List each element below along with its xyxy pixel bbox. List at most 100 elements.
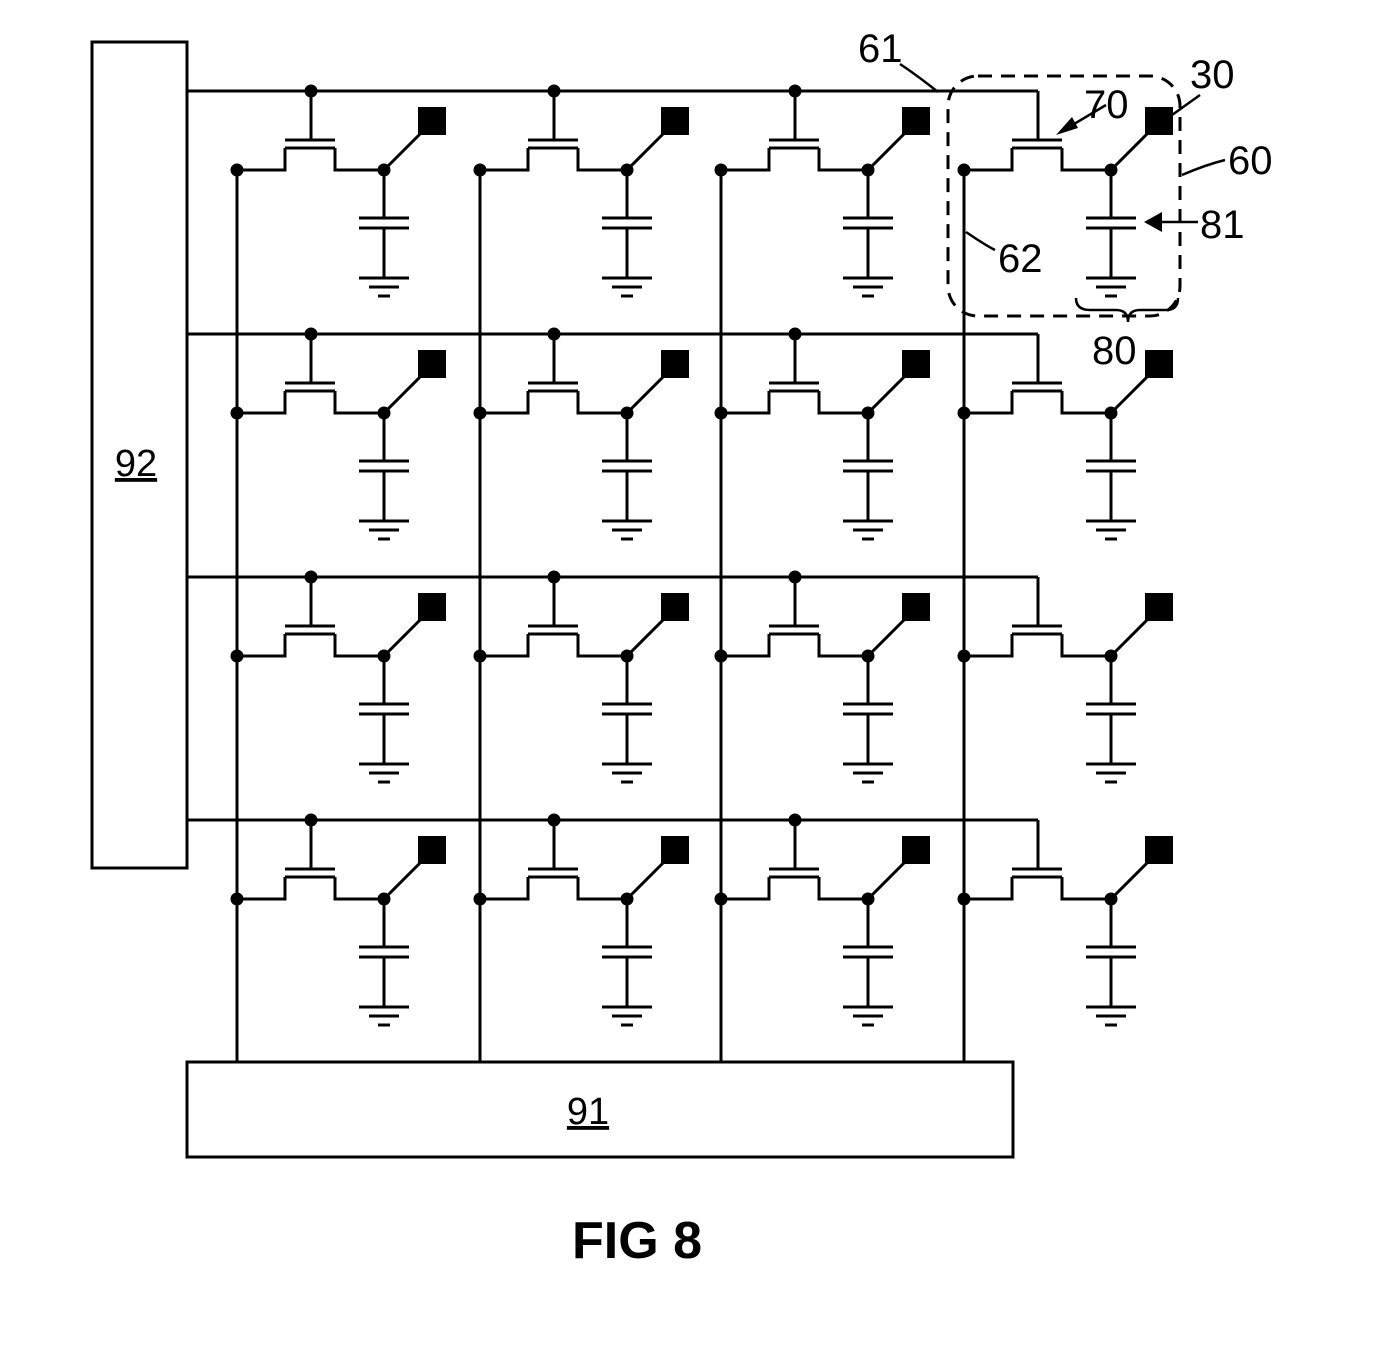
drain-lead: [578, 634, 627, 656]
column-driver-label: 91: [567, 1091, 609, 1133]
electrode-lead: [868, 863, 904, 899]
pixel-cell-r2-c2: [474, 328, 690, 540]
arrowhead-70: [1056, 117, 1078, 135]
electrode-pad: [902, 836, 930, 864]
column-driver-block-91: 91: [187, 1062, 1013, 1157]
electrode-lead: [868, 620, 904, 656]
arrowhead-81: [1144, 212, 1162, 232]
label-62: 62: [998, 237, 1043, 281]
junction-dot: [305, 328, 318, 341]
drain-lead: [335, 391, 384, 413]
electrode-pad: [661, 836, 689, 864]
pixel-cell-r4-c4: [958, 820, 1174, 1025]
source-lead: [964, 391, 1012, 413]
junction-dot: [958, 164, 971, 177]
pixel-cell-r3-c1: [231, 571, 447, 783]
pixel-cell-r4-c3: [715, 814, 931, 1026]
electrode-lead: [1111, 134, 1147, 170]
pixel-cell-r4-c2: [474, 814, 690, 1026]
electrode-pad: [661, 350, 689, 378]
pixel-cell-r2-c3: [715, 328, 931, 540]
source-lead: [721, 877, 769, 899]
junction-dot: [231, 164, 244, 177]
electrode-lead: [384, 863, 420, 899]
label-60: 60: [1228, 139, 1273, 183]
drain-lead: [1062, 148, 1111, 170]
junction-dot: [231, 893, 244, 906]
source-lead: [237, 391, 285, 413]
source-lead: [237, 877, 285, 899]
electrode-lead: [627, 863, 663, 899]
electrode-pad: [418, 836, 446, 864]
electrode-lead: [627, 134, 663, 170]
electrode-lead: [627, 377, 663, 413]
electrode-lead: [868, 377, 904, 413]
drain-lead: [335, 148, 384, 170]
electrode-pad: [902, 107, 930, 135]
source-lead: [721, 391, 769, 413]
drain-lead: [578, 148, 627, 170]
junction-dot: [958, 650, 971, 663]
junction-dot: [789, 328, 802, 341]
junction-dot: [548, 571, 561, 584]
junction-dot: [715, 650, 728, 663]
source-lead: [964, 634, 1012, 656]
junction-dot: [715, 164, 728, 177]
junction-dot: [958, 893, 971, 906]
pixel-cell-r3-c2: [474, 571, 690, 783]
junction-dot: [305, 814, 318, 827]
source-lead: [480, 634, 528, 656]
pixel-cell-r2-c1: [231, 328, 447, 540]
drain-lead: [1062, 391, 1111, 413]
drain-lead: [335, 877, 384, 899]
electrode-lead: [627, 620, 663, 656]
junction-dot: [474, 650, 487, 663]
electrode-pad: [1145, 350, 1173, 378]
pixel-cell-r1-c4: [958, 91, 1174, 296]
electrode-lead: [384, 620, 420, 656]
junction-dot: [231, 407, 244, 420]
junction-dot: [789, 571, 802, 584]
electrode-lead: [384, 377, 420, 413]
pixel-cell-r3-c4: [958, 577, 1174, 782]
source-lead: [237, 634, 285, 656]
electrode-lead: [1111, 377, 1147, 413]
storage-brace-80: [1076, 298, 1178, 322]
label-70: 70: [1084, 83, 1129, 127]
junction-dot: [474, 164, 487, 177]
drain-lead: [819, 148, 868, 170]
figure-caption: FIG 8: [572, 1212, 702, 1270]
electrode-lead: [384, 134, 420, 170]
electrode-pad: [418, 107, 446, 135]
junction-dot: [474, 893, 487, 906]
drain-lead: [578, 877, 627, 899]
electrode-lead: [1111, 863, 1147, 899]
source-lead: [480, 877, 528, 899]
drain-lead: [335, 634, 384, 656]
pixel-cell-r1-c2: [474, 85, 690, 297]
electrode-lead: [868, 134, 904, 170]
junction-dot: [474, 407, 487, 420]
electrode-pad: [1145, 107, 1173, 135]
junction-dot: [958, 407, 971, 420]
electrode-pad: [418, 593, 446, 621]
electrode-pad: [902, 593, 930, 621]
pixel-cells: [231, 85, 1174, 1026]
pixel-cell-r1-c1: [231, 85, 447, 297]
drain-lead: [1062, 634, 1111, 656]
label-81: 81: [1200, 203, 1245, 247]
drain-lead: [819, 877, 868, 899]
electrode-pad: [661, 107, 689, 135]
label-30: 30: [1190, 53, 1235, 97]
row-driver-block-92: 92: [92, 42, 187, 868]
junction-dot: [715, 893, 728, 906]
junction-dot: [305, 85, 318, 98]
electrode-pad: [1145, 593, 1173, 621]
source-lead: [964, 148, 1012, 170]
electrode-lead: [1111, 620, 1147, 656]
junction-dot: [548, 814, 561, 827]
drain-lead: [819, 391, 868, 413]
junction-dot: [789, 814, 802, 827]
junction-dot: [305, 571, 318, 584]
